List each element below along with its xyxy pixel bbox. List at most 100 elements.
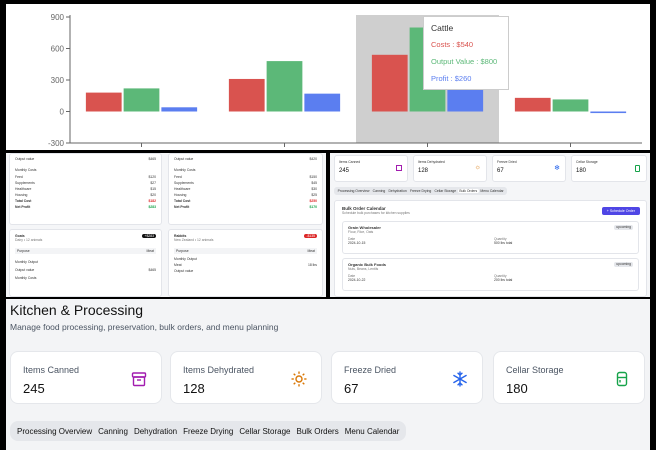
bar-output-value	[123, 88, 160, 112]
output-item-value: 18 lbs	[307, 263, 317, 267]
section-subtitle: Schedule bulk purchases for kitchen supp…	[342, 211, 410, 215]
total-cost-value: $182	[148, 199, 156, 203]
mini-stat-label: Cellar Storage	[576, 160, 598, 164]
stat-value: 128	[183, 381, 205, 396]
mini-stat-value: 245	[339, 168, 350, 174]
order-date: 2024-10-22	[348, 278, 366, 282]
mini-stat-card: Items Dehydrated 128 ☼	[413, 155, 487, 182]
mini-stat-label: Items Canned	[339, 160, 361, 164]
order-name: Organic Bulk Foods	[348, 262, 387, 267]
mini-tab[interactable]: Canning	[372, 189, 386, 193]
mini-tab[interactable]: Freeze Drying	[409, 189, 432, 193]
bar-profit	[304, 93, 341, 112]
tooltip-title: Cattle	[431, 23, 454, 33]
mini-stat-card: Items Canned 245	[334, 155, 408, 182]
y-tick-label: -300	[48, 139, 65, 148]
schedule-order-button[interactable]: + Schedule Order	[601, 207, 640, 215]
purpose-value: Meat	[307, 249, 315, 253]
bar-profit	[590, 111, 627, 114]
livestock-name: Goats	[15, 234, 25, 238]
tab-bulk-orders[interactable]: Bulk Orders	[296, 426, 339, 436]
cost-line-value: $15	[150, 187, 156, 191]
mini-tab[interactable]: Cellar Storage	[434, 189, 457, 193]
order-item[interactable]: Organic Bulk Foods upcoming Nuts, Beans, …	[342, 258, 639, 291]
output-label: Output value	[15, 157, 35, 161]
total-cost-value: $250	[309, 199, 317, 203]
net-profit-label: Net Profit	[174, 205, 190, 209]
tooltip-costs: Costs : $540	[431, 40, 474, 49]
kitchen-processing-page: Kitchen & Processing Manage food process…	[6, 299, 650, 450]
chart-tooltip: Cattle Costs : $540 Output Value : $800 …	[423, 16, 509, 90]
cost-line-value: $25	[311, 193, 317, 197]
tab-canning[interactable]: Canning	[98, 426, 128, 436]
order-date: 2024-10-15	[348, 241, 366, 245]
mini-stat-card: Cellar Storage 180	[571, 155, 647, 182]
tooltip-profit: Profit : $260	[431, 74, 472, 83]
bar-profit	[161, 107, 198, 112]
monthly-costs-heading: Monthly Costs	[15, 168, 37, 172]
mini-stat-label: Freeze Dried	[497, 160, 517, 164]
canning-box-icon	[131, 372, 147, 387]
stat-card-items-canned: Items Canned 245	[10, 351, 162, 404]
mini-tab[interactable]: Processing Overview	[337, 189, 370, 193]
page-subtitle: Manage food processing, preservation, bu…	[10, 322, 279, 332]
bulk-order-section: Bulk Order Calendar Schedule bulk purcha…	[334, 200, 647, 297]
cost-line-label: Healthcare	[174, 187, 191, 191]
cost-line-value: $30	[311, 187, 317, 191]
bar-costs	[228, 78, 265, 112]
cost-line-label: Housing	[174, 193, 187, 197]
total-cost-label: Total Cost	[174, 199, 191, 203]
purpose-label: Purpose	[17, 249, 30, 253]
output-label: Output value	[15, 268, 35, 272]
mini-tab[interactable]: Menu Calendar	[480, 189, 504, 193]
livestock-card-goats[interactable]: Goats +$283 Dairy • 12 animals Purpose Mea…	[9, 229, 162, 297]
output-label: Output value	[174, 157, 194, 161]
cost-line-label: Feed	[174, 175, 182, 179]
bar-output-value	[552, 99, 589, 112]
order-name: Grain Wholesaler	[348, 225, 381, 230]
tooltip-output: Output Value : $800	[431, 57, 498, 66]
cost-line-label: Supplements	[15, 181, 35, 185]
cost-line-label: Healthcare	[15, 187, 32, 191]
stat-label: Freeze Dried	[344, 365, 397, 375]
stat-card-items-dehydrated: Items Dehydrated 128	[170, 351, 322, 404]
date-label: Date	[348, 237, 356, 241]
loss-badge: -$135	[304, 234, 317, 238]
mini-stat-label: Items Dehydrated	[418, 160, 445, 164]
tab-dehydration[interactable]: Dehydration	[133, 426, 178, 436]
net-profit-value: $283	[148, 205, 156, 209]
tab-processing-overview[interactable]: Processing Overview	[17, 426, 93, 436]
page-title: Kitchen & Processing	[10, 302, 144, 318]
tab-cellar-storage[interactable]: Cellar Storage	[239, 426, 291, 436]
y-tick-label: 0	[60, 108, 65, 117]
mini-tab[interactable]: Bulk Orders	[457, 189, 479, 193]
stat-label: Items Dehydrated	[183, 365, 255, 375]
livestock-detail-panel: Output value $465 Monthly Costs Feed $120 …	[6, 153, 326, 297]
cost-line-value: $27	[150, 181, 156, 185]
total-cost-label: Total Cost	[15, 199, 32, 203]
tab-freeze-drying[interactable]: Freeze Drying	[183, 426, 234, 436]
order-item[interactable]: Grain Wholesaler upcoming Flour, Rice, Oa…	[342, 221, 639, 254]
profit-chart-panel: 900 600 300 0 -300 Cattle Costs : $540 Outpu…	[6, 4, 650, 150]
y-tick-label: 900	[51, 13, 65, 22]
order-quantity: 200 lbs total	[494, 278, 513, 282]
profit-badge: +$283	[142, 234, 156, 238]
stat-value: 180	[506, 381, 528, 396]
quantity-label: Quantity	[494, 237, 507, 241]
stat-card-freeze-dried: Freeze Dried 67	[331, 351, 483, 404]
section-title: Bulk Order Calendar	[342, 206, 386, 211]
stat-value: 67	[344, 381, 359, 396]
bar-chart: 900 600 300 0 -300	[48, 13, 642, 148]
cost-line-value: $20	[150, 193, 156, 197]
livestock-card-rabbits[interactable]: Rabbits -$135 New Zealand • 12 animals Pu…	[168, 229, 323, 297]
livestock-sub: New Zealand • 12 animals	[174, 238, 214, 242]
y-tick-label: 300	[51, 76, 65, 85]
bar-costs	[85, 92, 122, 112]
mini-stat-value: 67	[497, 168, 504, 174]
mini-tab[interactable]: Dehydration	[388, 189, 407, 193]
cost-line-label: Supplements	[174, 181, 194, 185]
monthly-costs-heading: Monthly Costs	[15, 276, 37, 280]
tab-menu-calendar[interactable]: Menu Calendar	[344, 426, 400, 436]
snowflake-icon: ❄	[554, 165, 560, 172]
net-profit-value: $170	[309, 205, 317, 209]
